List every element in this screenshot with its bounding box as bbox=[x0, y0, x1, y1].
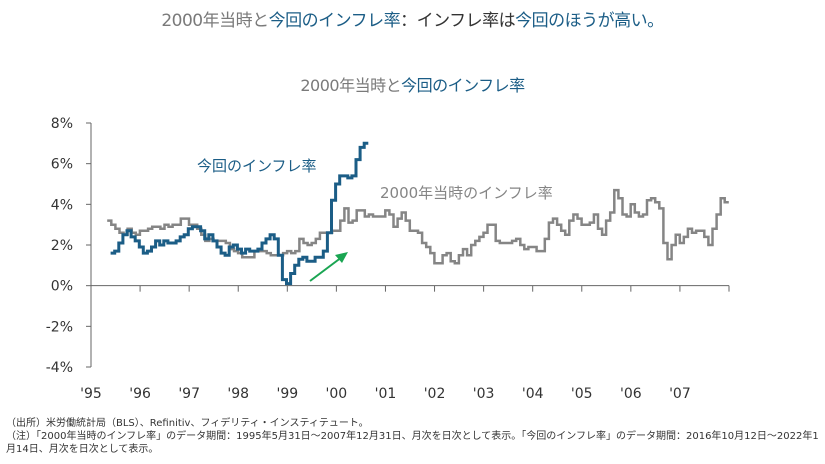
title-part: 2000年当時と bbox=[161, 11, 269, 31]
y-tick-label: 6% bbox=[51, 157, 73, 173]
x-tick-label: '03 bbox=[473, 386, 495, 402]
y-tick-label: -2% bbox=[46, 319, 73, 335]
x-tick-label: '00 bbox=[326, 386, 348, 402]
y-tick-label: 8% bbox=[51, 116, 73, 132]
page-title: 2000年当時と今回のインフレ率：インフレ率は今回のほうが高い。 bbox=[0, 6, 825, 31]
chart-title-part: 2000年当時と bbox=[300, 76, 402, 95]
y-tick-label: 4% bbox=[51, 197, 73, 213]
trend-arrow-head-icon bbox=[335, 252, 348, 263]
x-tick-label: '07 bbox=[669, 386, 691, 402]
y-tick-label: 2% bbox=[51, 238, 73, 254]
x-tick-label: '04 bbox=[522, 386, 544, 402]
current-series-line bbox=[110, 141, 369, 286]
chart-title: 2000年当時と今回のインフレ率 bbox=[0, 72, 825, 96]
data-period-note: （注）「2000年当時のインフレ率」のデータ期間：1995年5月31日～2007… bbox=[6, 431, 819, 455]
x-tick-label: '06 bbox=[620, 386, 642, 402]
x-tick-label: '02 bbox=[424, 386, 446, 402]
x-tick-label: '98 bbox=[227, 386, 249, 402]
title-part: 今回のインフレ率 bbox=[268, 11, 401, 31]
title-part: 今回のほうが高い。 bbox=[515, 11, 664, 31]
chart-title-part: 今回のインフレ率 bbox=[401, 76, 525, 95]
x-tick-label: '05 bbox=[571, 386, 593, 402]
x-tick-label: '96 bbox=[129, 386, 151, 402]
footnotes: （出所）米労働統計局（BLS）、Refinitiv、フィデリティ・インスティテュ… bbox=[6, 417, 821, 456]
x-tick-label: '95 bbox=[80, 386, 102, 402]
y-tick-label: 0% bbox=[51, 279, 73, 295]
series-label-current: 今回のインフレ率 bbox=[197, 157, 317, 175]
x-tick-label: '97 bbox=[178, 386, 200, 402]
title-part: ：インフレ率は bbox=[400, 11, 516, 31]
trend-arrow-shaft bbox=[309, 256, 343, 282]
x-tick-label: '99 bbox=[276, 386, 298, 402]
y-tick-label: -4% bbox=[46, 360, 73, 376]
source-note: （出所）米労働統計局（BLS）、Refinitiv、フィデリティ・インスティテュ… bbox=[6, 418, 369, 429]
x-tick-label: '01 bbox=[375, 386, 397, 402]
series-label-past: 2000年当時のインフレ率 bbox=[380, 184, 553, 202]
